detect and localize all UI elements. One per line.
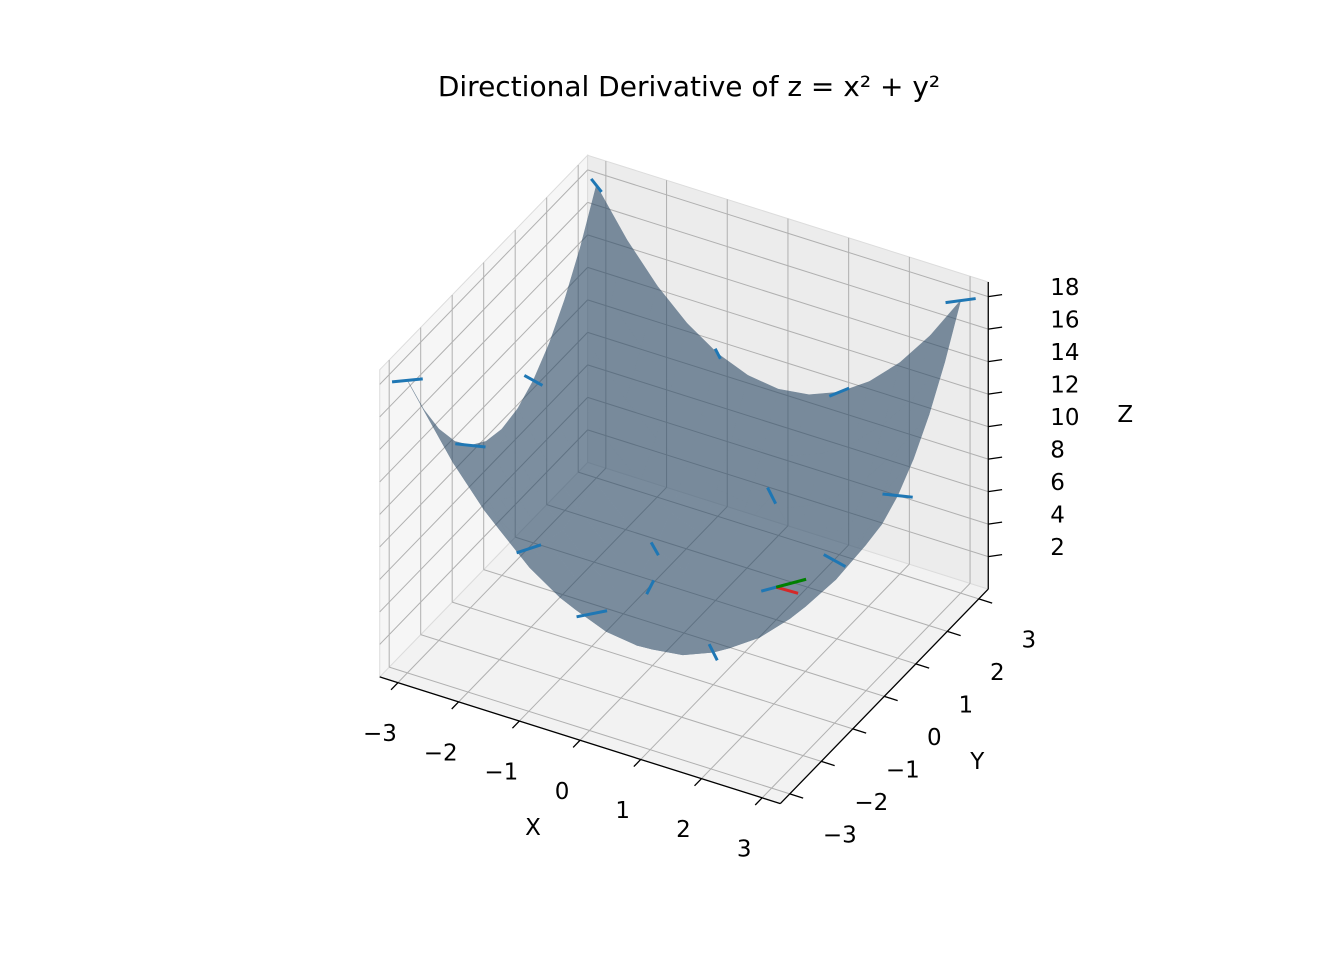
z-tick-label: 2	[1050, 535, 1065, 561]
tick-mark	[988, 521, 1003, 525]
chart-title: Directional Derivative of z = x² + y²	[438, 70, 940, 103]
y-tick-label: −2	[854, 790, 888, 816]
x-tick-label: 1	[615, 798, 630, 824]
grid-line	[389, 666, 790, 795]
tick-mark	[633, 758, 642, 768]
tick-mark	[451, 701, 460, 710]
y-axis	[779, 588, 989, 805]
grid-line	[452, 601, 853, 730]
quiver-arrow	[945, 297, 976, 305]
grid-line	[420, 634, 822, 762]
x-tick-label: −2	[424, 740, 458, 766]
x-tick-label: −3	[363, 721, 397, 747]
quiver-arrow	[649, 541, 660, 557]
tick-mark	[988, 423, 1003, 428]
tick-mark	[511, 720, 520, 729]
x-tick-label: 2	[676, 817, 691, 843]
z-tick-label: 6	[1050, 470, 1065, 496]
x-tick-label: −1	[484, 760, 518, 786]
tick-mark	[978, 598, 993, 604]
tick-mark	[988, 293, 1003, 298]
quiver-arrow	[713, 348, 722, 360]
quiver-arrow	[645, 579, 656, 595]
vector	[775, 577, 807, 589]
y-tick-label: −1	[886, 757, 920, 783]
x-tick-label: 0	[555, 779, 570, 805]
tick-mark	[947, 630, 961, 637]
z-tick-label: 10	[1050, 405, 1079, 431]
x-axis-label: X	[525, 815, 541, 841]
z-axis-label: Z	[1117, 402, 1133, 428]
quiver-arrow	[766, 486, 778, 505]
z-tick-label: 16	[1050, 308, 1079, 334]
z-tick-label: 18	[1050, 275, 1079, 301]
y-tick-label: −3	[823, 822, 857, 848]
surface-patch	[407, 380, 454, 464]
tick-mark	[390, 682, 399, 691]
tick-mark	[988, 326, 1003, 330]
grid-line	[379, 169, 588, 385]
tick-mark	[988, 358, 1003, 363]
quiver-arrow	[590, 177, 603, 193]
tick-mark	[754, 797, 763, 806]
tick-mark	[988, 553, 1003, 558]
tick-mark	[694, 778, 702, 787]
quiver-arrow	[882, 492, 913, 499]
quiver-arrow	[828, 386, 850, 398]
tick-mark	[988, 456, 1003, 460]
tick-mark	[915, 663, 930, 669]
surface-patch	[580, 184, 628, 302]
z-tick-label: 4	[1050, 503, 1065, 529]
x-tick-label: 3	[737, 836, 752, 862]
quiver-arrow	[576, 609, 608, 619]
y-tick-label: 0	[927, 725, 942, 751]
quiver-arrow	[391, 377, 423, 384]
y-axis-label: Y	[969, 749, 985, 775]
quiver-arrow	[516, 543, 542, 555]
quiver-arrow	[523, 374, 544, 387]
quiver-arrow	[823, 553, 847, 568]
vector	[775, 585, 799, 595]
surface	[407, 184, 961, 656]
grid-line	[379, 234, 588, 450]
tick-mark	[821, 760, 835, 767]
tick-mark	[988, 391, 1003, 395]
y-tick-label: 3	[1021, 627, 1036, 653]
grid-line	[587, 201, 989, 330]
tick-mark	[572, 739, 581, 748]
surface-patch	[740, 495, 788, 560]
z-tick-label: 14	[1050, 340, 1079, 366]
grid-line	[379, 267, 588, 483]
y-tick-label: 2	[990, 660, 1005, 686]
z-tick-label: 12	[1050, 373, 1079, 399]
z-tick-label: 8	[1050, 438, 1065, 464]
tick-mark	[789, 793, 804, 799]
y-tick-label: 1	[958, 692, 973, 718]
grid-line	[587, 169, 989, 298]
quiver-arrow	[707, 643, 719, 661]
tick-mark	[884, 695, 898, 702]
grid-line	[587, 234, 989, 363]
tick-mark	[852, 728, 867, 734]
tick-mark	[988, 488, 1003, 493]
x-axis	[379, 676, 781, 805]
quiver-arrow	[455, 442, 486, 449]
